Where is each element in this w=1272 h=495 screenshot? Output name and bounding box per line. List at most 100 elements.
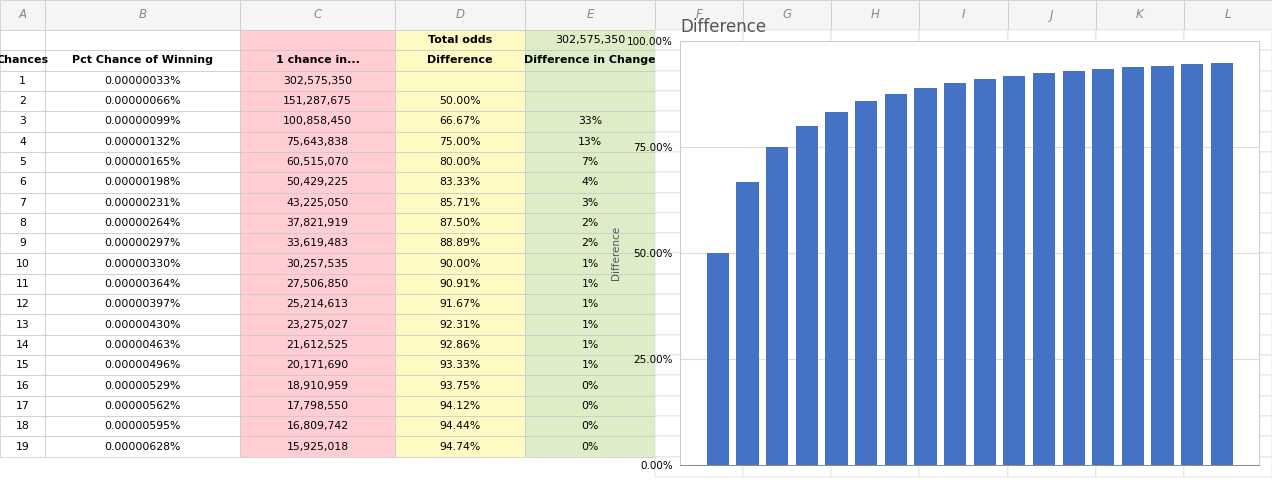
Bar xyxy=(525,253,655,274)
Bar xyxy=(920,50,1007,71)
Bar xyxy=(920,396,1007,416)
Text: 21,612,525: 21,612,525 xyxy=(286,340,349,350)
Bar xyxy=(396,233,525,253)
Text: 2%: 2% xyxy=(581,218,599,228)
Bar xyxy=(832,396,920,416)
Text: G: G xyxy=(782,8,791,21)
Bar xyxy=(240,213,396,233)
Bar xyxy=(525,50,655,71)
Bar xyxy=(0,50,45,71)
Text: 0.00000330%: 0.00000330% xyxy=(104,259,181,269)
Bar xyxy=(655,71,743,91)
Bar xyxy=(1095,253,1184,274)
Text: 13: 13 xyxy=(15,320,29,330)
Text: 4: 4 xyxy=(19,137,25,147)
Bar xyxy=(1184,30,1272,50)
Bar xyxy=(240,233,396,253)
Bar xyxy=(45,213,240,233)
Bar xyxy=(1095,193,1184,213)
Bar xyxy=(920,0,1007,30)
Bar xyxy=(0,132,45,152)
Bar xyxy=(1184,294,1272,314)
Bar xyxy=(1184,193,1272,213)
Bar xyxy=(1007,233,1095,253)
Bar xyxy=(743,30,832,50)
Bar xyxy=(707,253,729,465)
Bar xyxy=(920,436,1007,457)
Bar xyxy=(743,294,832,314)
Text: 14: 14 xyxy=(15,340,29,350)
Text: 90.00%: 90.00% xyxy=(439,259,481,269)
Bar xyxy=(655,335,743,355)
Bar xyxy=(1184,213,1272,233)
Bar xyxy=(920,457,1007,477)
Bar xyxy=(1007,50,1095,71)
Bar xyxy=(1184,274,1272,294)
Bar xyxy=(1007,213,1095,233)
Bar xyxy=(832,132,920,152)
Bar xyxy=(832,172,920,193)
Bar xyxy=(884,94,907,465)
Bar xyxy=(240,314,396,335)
Bar xyxy=(743,0,832,30)
Bar xyxy=(1007,355,1095,375)
Bar xyxy=(743,416,832,436)
Text: 33,619,483: 33,619,483 xyxy=(286,238,349,248)
Bar xyxy=(240,91,396,111)
Bar xyxy=(240,152,396,172)
Bar xyxy=(1007,91,1095,111)
Bar xyxy=(1007,71,1095,91)
Text: 0.00000496%: 0.00000496% xyxy=(104,360,181,370)
Text: 94.74%: 94.74% xyxy=(439,442,481,451)
Bar xyxy=(743,193,832,213)
Bar xyxy=(743,396,832,416)
Bar xyxy=(743,71,832,91)
Text: H: H xyxy=(871,8,880,21)
Bar xyxy=(45,50,240,71)
Bar xyxy=(396,335,525,355)
Bar xyxy=(240,335,396,355)
Text: 17: 17 xyxy=(15,401,29,411)
Bar xyxy=(655,0,743,30)
Bar xyxy=(45,233,240,253)
Bar xyxy=(743,457,832,477)
Bar xyxy=(0,274,45,294)
Text: L: L xyxy=(1225,8,1231,21)
Bar xyxy=(655,132,743,152)
Text: 88.89%: 88.89% xyxy=(439,238,481,248)
Bar xyxy=(655,274,743,294)
Bar xyxy=(1093,69,1114,465)
Bar xyxy=(1151,66,1174,465)
Bar xyxy=(240,0,396,30)
Text: 92.86%: 92.86% xyxy=(439,340,481,350)
Bar xyxy=(1095,416,1184,436)
Bar xyxy=(920,111,1007,132)
Bar xyxy=(1184,355,1272,375)
Bar xyxy=(655,91,743,111)
Bar xyxy=(0,416,45,436)
Bar xyxy=(396,172,525,193)
Bar xyxy=(240,355,396,375)
Bar xyxy=(1184,0,1272,30)
Text: 0.00000628%: 0.00000628% xyxy=(104,442,181,451)
Bar xyxy=(45,274,240,294)
Text: Chances: Chances xyxy=(0,55,48,65)
Bar xyxy=(525,30,655,50)
Text: 0.00000364%: 0.00000364% xyxy=(104,279,181,289)
Bar xyxy=(743,50,832,71)
Bar xyxy=(743,355,832,375)
Bar xyxy=(832,294,920,314)
Text: 23,275,027: 23,275,027 xyxy=(286,320,349,330)
Bar xyxy=(45,91,240,111)
Bar xyxy=(396,213,525,233)
Bar xyxy=(832,416,920,436)
Bar xyxy=(1184,396,1272,416)
Text: 93.75%: 93.75% xyxy=(439,381,481,391)
Text: 50,429,225: 50,429,225 xyxy=(286,177,349,188)
Bar xyxy=(1095,111,1184,132)
Bar xyxy=(832,50,920,71)
Bar xyxy=(832,253,920,274)
Bar xyxy=(45,436,240,457)
Bar xyxy=(0,314,45,335)
Text: 20,171,690: 20,171,690 xyxy=(286,360,349,370)
